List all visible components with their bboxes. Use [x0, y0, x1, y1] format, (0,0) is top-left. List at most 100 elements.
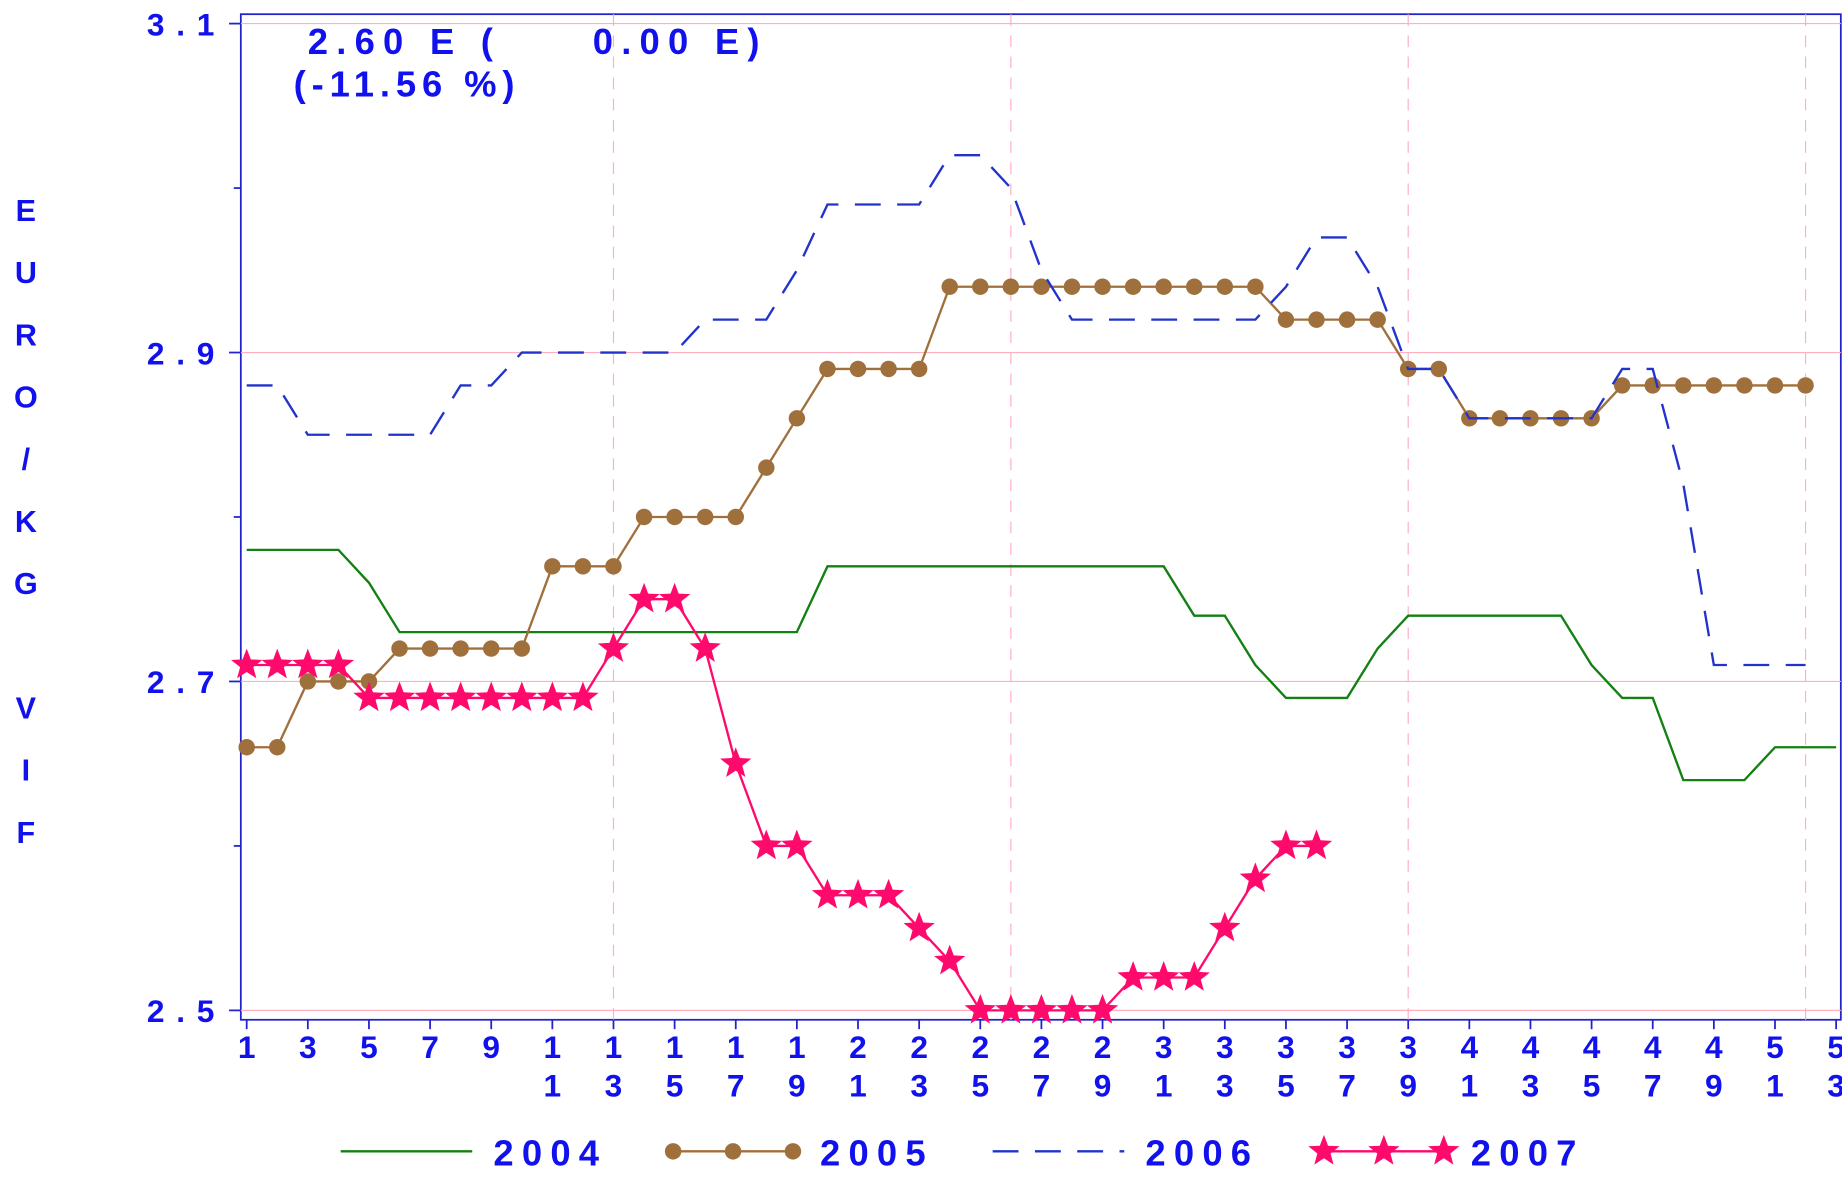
series-line	[246, 285, 1806, 749]
marker	[1056, 993, 1088, 1024]
marker	[567, 681, 599, 712]
x-tick-label: 3	[290, 1029, 326, 1067]
y-tick-label: 2.7	[147, 664, 226, 700]
marker	[299, 673, 317, 690]
legend-label: 2004	[493, 1132, 607, 1173]
x-tick-label: 17	[718, 1029, 754, 1106]
marker	[1178, 961, 1210, 991]
marker	[506, 681, 538, 712]
x-tick-label: 7	[412, 1029, 448, 1067]
marker	[391, 640, 408, 657]
x-tick-label: 41	[1451, 1029, 1487, 1106]
x-tick-label: 5	[351, 1029, 387, 1067]
marker	[1063, 278, 1081, 295]
marker	[1369, 311, 1386, 328]
marker	[605, 558, 622, 575]
x-tick-label: 13	[595, 1029, 631, 1106]
marker	[788, 410, 806, 427]
marker	[1094, 278, 1111, 295]
legend-item: 2007	[1308, 1132, 1585, 1173]
marker	[544, 558, 561, 575]
marker	[1368, 1134, 1400, 1165]
legend-label: 2005	[820, 1132, 934, 1173]
x-tick-label: 9	[473, 1029, 509, 1067]
series-line	[246, 153, 1806, 667]
marker	[1124, 278, 1142, 295]
x-tick-label: 11	[534, 1029, 570, 1106]
marker	[414, 681, 446, 712]
marker	[261, 648, 293, 679]
y-tick-label: 2.9	[147, 335, 226, 371]
marker	[849, 360, 867, 378]
y-tick-label: 2.5	[147, 993, 226, 1029]
marker	[811, 878, 844, 909]
x-tick-label: 29	[1085, 1029, 1121, 1106]
marker	[1797, 377, 1814, 394]
marker	[1033, 278, 1050, 295]
marker	[1117, 961, 1149, 991]
x-tick-label: 25	[962, 1029, 998, 1106]
marker	[964, 993, 996, 1024]
marker	[1155, 278, 1172, 295]
marker	[1247, 278, 1264, 295]
marker	[1002, 278, 1020, 295]
marker	[322, 648, 355, 679]
marker	[910, 360, 928, 378]
marker	[1186, 278, 1203, 295]
marker	[1308, 311, 1325, 328]
marker	[1338, 311, 1356, 328]
annotation: 2.60 E ( 0.00 E)	[308, 21, 768, 62]
marker	[383, 681, 416, 712]
marker	[659, 582, 691, 613]
marker	[536, 681, 568, 712]
x-tick-label: 31	[1146, 1029, 1182, 1106]
marker	[1675, 377, 1692, 394]
marker	[758, 459, 775, 476]
marker	[664, 1143, 682, 1160]
legend-item: 2004	[340, 1132, 607, 1173]
marker	[635, 508, 653, 526]
marker	[1270, 829, 1302, 860]
x-tick-label: 43	[1512, 1029, 1548, 1106]
x-tick-label: 51	[1757, 1029, 1793, 1106]
series-line	[246, 548, 1837, 782]
marker	[628, 582, 660, 613]
marker	[330, 673, 347, 690]
marker	[1025, 993, 1058, 1024]
marker	[231, 648, 263, 679]
x-tick-label: 49	[1696, 1029, 1732, 1106]
marker	[1491, 410, 1509, 427]
x-tick-label: 21	[840, 1029, 876, 1106]
marker	[781, 829, 813, 860]
x-tick-label: 37	[1329, 1029, 1365, 1106]
marker	[872, 878, 905, 909]
marker	[574, 558, 592, 575]
marker	[995, 993, 1027, 1024]
marker	[1239, 862, 1271, 893]
marker	[360, 673, 378, 690]
x-tick-label: 19	[779, 1029, 815, 1106]
x-tick-label: 1	[229, 1029, 265, 1067]
annotation: (-11.56 %)	[294, 63, 521, 104]
marker	[666, 508, 683, 526]
marker	[1308, 1134, 1340, 1165]
marker	[941, 278, 958, 295]
plot-frame	[239, 13, 1842, 1021]
marker	[1086, 993, 1119, 1024]
x-tick-label: 39	[1390, 1029, 1426, 1106]
marker	[1613, 377, 1631, 394]
x-tick-label: 23	[901, 1029, 937, 1106]
marker	[842, 878, 874, 909]
marker	[819, 360, 836, 378]
legend-label: 2007	[1471, 1132, 1585, 1173]
x-tick-label: 33	[1207, 1029, 1243, 1106]
x-tick-label: 47	[1635, 1029, 1671, 1106]
marker	[727, 508, 744, 526]
marker	[1277, 311, 1295, 328]
marker	[880, 360, 897, 378]
marker	[689, 632, 721, 662]
marker	[238, 739, 255, 756]
marker	[724, 1143, 742, 1160]
marker	[483, 640, 500, 657]
